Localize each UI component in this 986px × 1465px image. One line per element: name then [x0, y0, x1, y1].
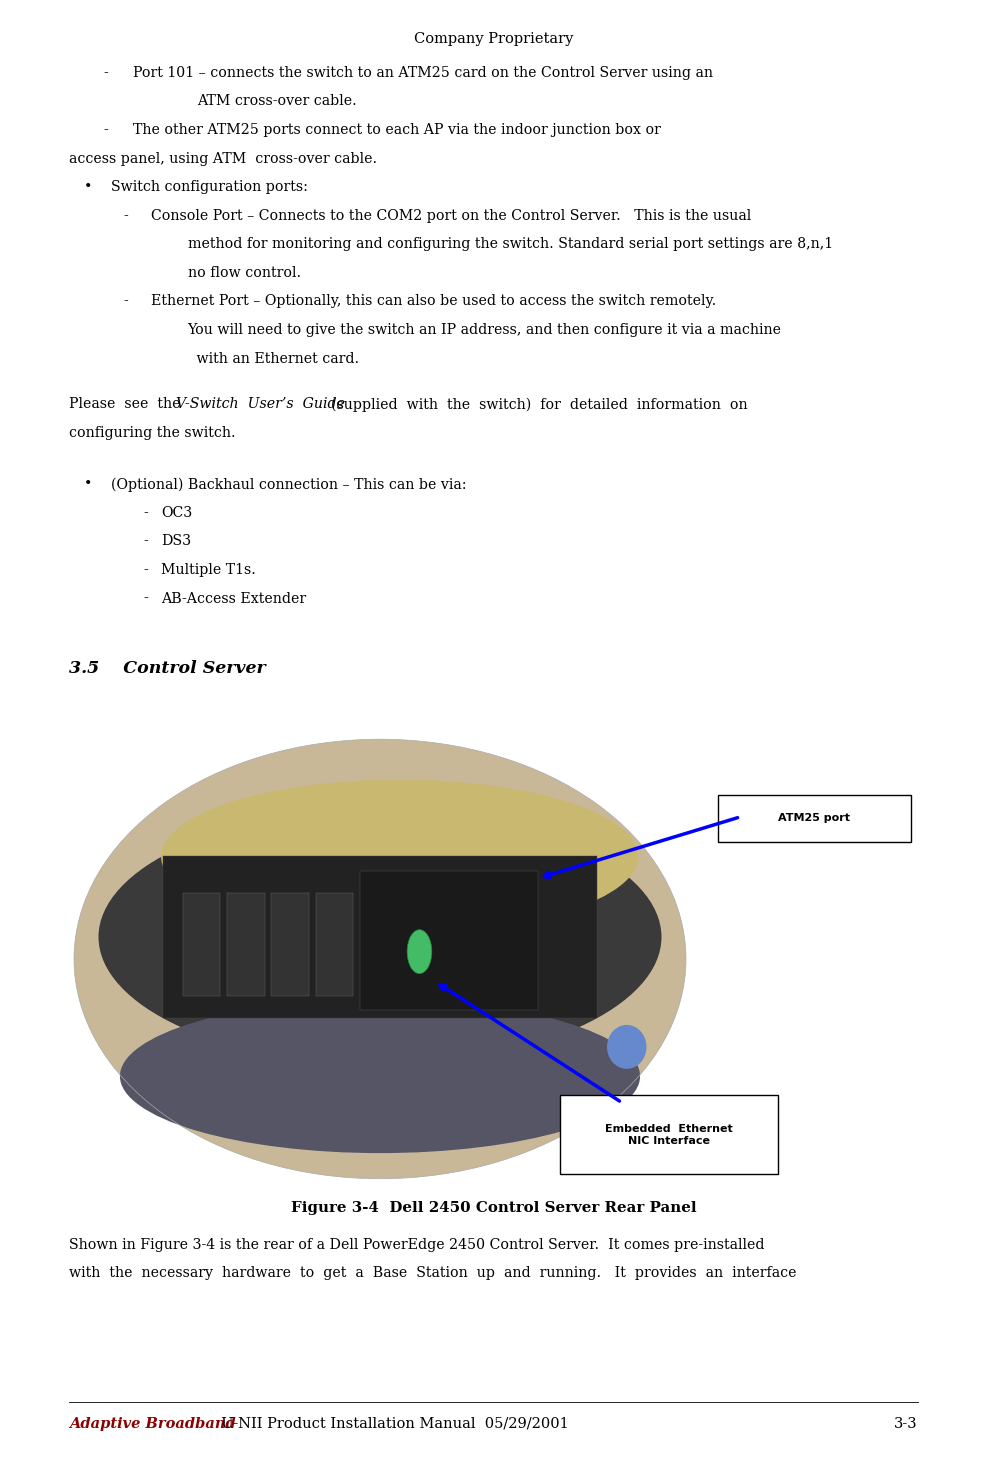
- Ellipse shape: [606, 1026, 646, 1069]
- Text: Company Proprietary: Company Proprietary: [413, 32, 573, 47]
- Text: 3.5    Control Server: 3.5 Control Server: [69, 661, 265, 677]
- Text: (Optional) Backhaul connection – This can be via:: (Optional) Backhaul connection – This ca…: [110, 478, 465, 492]
- Text: 3-3: 3-3: [893, 1417, 917, 1431]
- Text: -: -: [143, 563, 148, 577]
- Text: V-Switch  User’s  Guide: V-Switch User’s Guide: [176, 397, 344, 412]
- Text: ATM cross-over cable.: ATM cross-over cable.: [197, 94, 357, 108]
- Text: The other ATM25 ports connect to each AP via the indoor junction box or: The other ATM25 ports connect to each AP…: [133, 123, 661, 138]
- Text: method for monitoring and configuring the switch. Standard serial port settings : method for monitoring and configuring th…: [187, 237, 832, 252]
- Text: no flow control.: no flow control.: [187, 265, 301, 280]
- Text: AB-Access Extender: AB-Access Extender: [161, 592, 306, 605]
- Text: Switch configuration ports:: Switch configuration ports:: [110, 180, 308, 195]
- Text: with  the  necessary  hardware  to  get  a  Base  Station  up  and  running.   I: with the necessary hardware to get a Bas…: [69, 1266, 796, 1280]
- Bar: [182, 894, 220, 996]
- Text: Ethernet Port – Optionally, this can also be used to access the switch remotely.: Ethernet Port – Optionally, this can als…: [151, 294, 716, 309]
- Text: DS3: DS3: [161, 535, 191, 548]
- FancyBboxPatch shape: [559, 1096, 777, 1175]
- Text: -: -: [123, 294, 128, 309]
- Text: access panel, using ATM  cross-over cable.: access panel, using ATM cross-over cable…: [69, 151, 377, 166]
- Text: -: -: [104, 66, 108, 81]
- Text: -: -: [143, 505, 148, 520]
- Text: -: -: [143, 535, 148, 548]
- Text: with an Ethernet card.: with an Ethernet card.: [192, 352, 359, 366]
- Text: Shown in Figure 3-4 is the rear of a Dell PowerEdge 2450 Control Server.  It com: Shown in Figure 3-4 is the rear of a Del…: [69, 1238, 764, 1253]
- Bar: [227, 894, 264, 996]
- Text: Console Port – Connects to the COM2 port on the Control Server.   This is the us: Console Port – Connects to the COM2 port…: [151, 208, 750, 223]
- Bar: [316, 894, 353, 996]
- Bar: [360, 872, 537, 1011]
- Text: -: -: [104, 123, 108, 138]
- Text: OC3: OC3: [161, 505, 192, 520]
- Ellipse shape: [99, 810, 661, 1065]
- Text: Embedded  Ethernet
NIC Interface: Embedded Ethernet NIC Interface: [604, 1124, 733, 1146]
- Text: Please  see  the: Please see the: [69, 397, 189, 412]
- FancyBboxPatch shape: [717, 795, 910, 842]
- Text: ATM25 port: ATM25 port: [778, 813, 849, 823]
- Ellipse shape: [119, 999, 640, 1153]
- Text: Port 101 – connects the switch to an ATM25 card on the Control Server using an: Port 101 – connects the switch to an ATM…: [133, 66, 713, 81]
- Bar: [271, 894, 309, 996]
- Ellipse shape: [407, 930, 431, 974]
- Text: U-NII Product Installation Manual  05/29/2001: U-NII Product Installation Manual 05/29/…: [212, 1417, 568, 1431]
- Text: -: -: [123, 208, 128, 223]
- Text: Figure 3-4  Dell 2450 Control Server Rear Panel: Figure 3-4 Dell 2450 Control Server Rear…: [291, 1201, 695, 1214]
- Text: Adaptive Broadband: Adaptive Broadband: [69, 1417, 236, 1431]
- Text: You will need to give the switch an IP address, and then configure it via a mach: You will need to give the switch an IP a…: [187, 322, 781, 337]
- Ellipse shape: [74, 740, 685, 1179]
- Ellipse shape: [161, 779, 638, 933]
- Text: •: •: [84, 478, 92, 491]
- Text: -: -: [143, 592, 148, 605]
- Text: (supplied  with  the  switch)  for  detailed  information  on: (supplied with the switch) for detailed …: [321, 397, 746, 412]
- Text: •: •: [84, 180, 92, 195]
- Text: configuring the switch.: configuring the switch.: [69, 426, 236, 440]
- Text: Multiple T1s.: Multiple T1s.: [161, 563, 255, 577]
- Bar: [163, 857, 597, 1018]
